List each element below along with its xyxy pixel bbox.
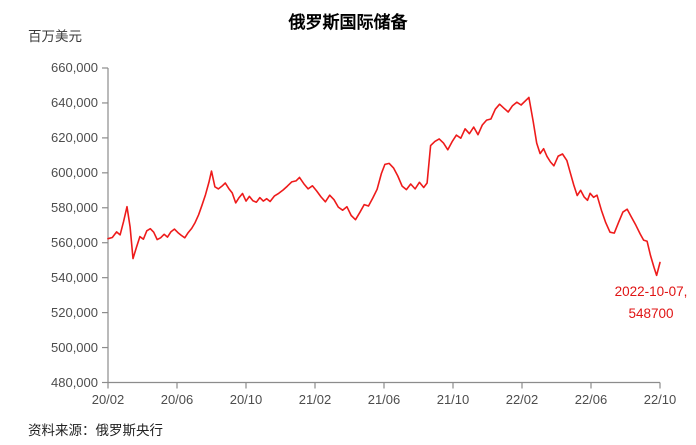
reserves-series-line [107,96,661,277]
last-point-annotation: 2022-10-07, 548700 [600,281,696,325]
y-tick-label: 640,000 [51,94,98,110]
y-tick-label: 580,000 [51,199,98,215]
x-tick-label: 22/10 [643,392,677,407]
x-tick-label: 21/10 [436,392,470,407]
y-axis-unit-label: 百万美元 [28,29,82,44]
chart-title: 俄罗斯国际储备 [288,13,408,32]
source-note: 资料来源：俄罗斯央行 [28,423,163,438]
annotation-value: 548700 [628,306,674,321]
x-tick-label: 22/02 [505,392,539,407]
annotation-date: 2022-10-07, [614,284,688,299]
x-tick-label: 21/06 [367,392,401,407]
y-tick-label: 560,000 [51,234,98,250]
x-tick-label: 20/06 [160,392,194,407]
x-tick-label: 20/02 [91,392,125,407]
x-tick-label: 20/10 [229,392,263,407]
y-tick-label: 520,000 [51,304,98,320]
y-tick-label: 500,000 [51,339,98,355]
y-tick-label: 660,000 [51,60,98,75]
y-tick-label: 540,000 [51,269,98,285]
y-tick-label: 480,000 [51,374,98,390]
y-tick-label: 600,000 [51,164,98,180]
y-tick-label: 620,000 [51,129,98,145]
x-tick-label: 22/06 [574,392,608,407]
x-tick-label: 21/02 [298,392,332,407]
